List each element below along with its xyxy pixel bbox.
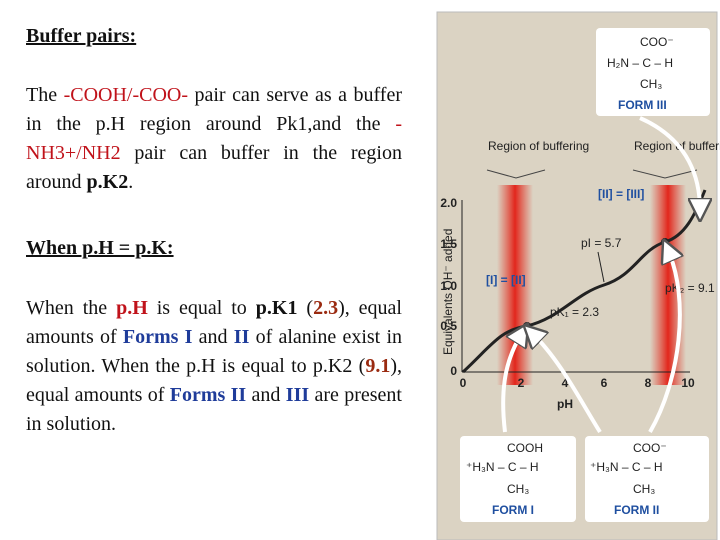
form-label: FORM II (614, 503, 659, 517)
annotation: pI = 5.7 (581, 236, 622, 250)
x-tick-label: 0 (460, 376, 467, 390)
text-run: and (246, 384, 286, 406)
arrow (648, 250, 680, 433)
y-tick-label: 2.0 (440, 196, 457, 210)
formula: CH₃ (640, 77, 662, 91)
y-tick-label: 0 (450, 364, 457, 378)
form-box (460, 436, 576, 522)
form-label: FORM I (492, 503, 534, 517)
arrow (639, 116, 700, 210)
text-run: ), equal amounts of (26, 297, 402, 348)
form-label: FORM III (618, 98, 667, 112)
text-run: of alanine exist in solution. When the p… (26, 326, 402, 377)
brace (486, 169, 698, 179)
text-run: and (192, 326, 234, 348)
text-run: p.K2 (86, 171, 129, 193)
text-run: pair can buffer in the region around (26, 142, 402, 193)
formula: ⁺H₃N – C – H (466, 460, 539, 474)
pointer (597, 251, 605, 283)
text-run: When p.H = p.K: (26, 237, 174, 259)
formula: COO⁻ (633, 441, 667, 455)
heading: Buffer pairs: (26, 22, 402, 51)
formula: COO⁻ (640, 35, 674, 49)
heading: When p.H = p.K: (26, 234, 402, 263)
text-run: 9.1 (365, 355, 391, 377)
paragraph: When the p.H is equal to p.K1 (2.3), equ… (26, 294, 402, 439)
paragraph: The -COOH/-COO- pair can serve as a buff… (26, 81, 402, 197)
x-tick-label: 10 (681, 376, 695, 390)
text-run: ( (297, 297, 314, 319)
y-tick-label: 0.5 (440, 319, 457, 333)
text-run: ), equal amounts of (26, 355, 402, 406)
x-tick-label: 4 (562, 376, 569, 390)
text-run: pair can serve as a buffer in the p.H re… (26, 84, 402, 135)
text-run: -NH3+/NH2 (26, 113, 402, 164)
form-box (596, 28, 710, 116)
form-box (585, 436, 709, 522)
text-run: The (26, 84, 64, 106)
pk-point (661, 238, 669, 246)
text-run: p.K1 (255, 297, 298, 319)
y-axis-label: Equivalents OH⁻ added (441, 229, 455, 355)
text-run: are present in solution. (26, 384, 402, 435)
formula: ⁺H₃N – C – H (590, 460, 663, 474)
text-run: . (128, 171, 134, 193)
text-run: is equal to (147, 297, 256, 319)
y-tick-label: 1.0 (440, 279, 457, 293)
x-tick-label: 8 (645, 376, 652, 390)
x-tick-label: 6 (601, 376, 608, 390)
arrow (532, 333, 602, 434)
text-run: When the (26, 297, 117, 319)
arrow (501, 333, 522, 433)
buffer-band (650, 185, 686, 385)
text-run: p.H (116, 297, 148, 319)
x-tick-label: 2 (518, 376, 525, 390)
text-run: III (285, 384, 310, 406)
text-run: Forms II (169, 384, 247, 406)
formula: CH₃ (633, 482, 655, 496)
buffer-band (497, 185, 533, 385)
annotation: pK₂ = 9.1 (665, 281, 715, 295)
text-run: -COOH/-COO- (63, 84, 189, 106)
text-run: II (233, 326, 250, 348)
formula: CH₃ (507, 482, 529, 496)
text-column: Buffer pairs: The -COOH/-COO- pair can s… (26, 22, 402, 439)
annotation: pK₁ = 2.3 (550, 305, 599, 319)
region-label: Region of buffering (488, 139, 589, 153)
x-axis-label: pH (557, 397, 573, 411)
formula: COOH (507, 441, 543, 455)
annotation: [II] = [III] (598, 187, 644, 201)
annotation: [I] = [II] (486, 273, 526, 287)
text-run: 2.3 (313, 297, 339, 319)
heading: Buffer pairs: (26, 25, 137, 47)
formula: H₂N – C – H (607, 56, 673, 70)
pk-point (523, 322, 531, 330)
y-tick-label: 1.5 (440, 237, 457, 251)
text-run: Forms I (122, 326, 193, 348)
